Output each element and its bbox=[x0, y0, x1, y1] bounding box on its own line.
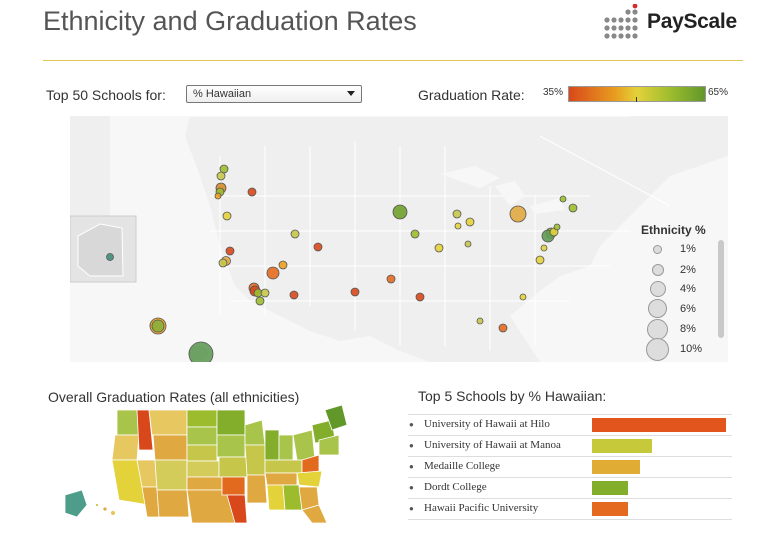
page-title: Ethnicity and Graduation Rates bbox=[43, 6, 417, 36]
school-bar[interactable] bbox=[592, 439, 652, 453]
school-bar[interactable] bbox=[592, 460, 640, 474]
school-bubble[interactable] bbox=[247, 187, 257, 197]
state-graduation-choropleth[interactable] bbox=[57, 405, 353, 525]
top5-table: ● University of Hawaii at Hilo ● Univers… bbox=[408, 414, 732, 520]
school-bubble[interactable] bbox=[452, 209, 462, 219]
graduation-min-label: 35% bbox=[543, 87, 564, 98]
top5-title: Top 5 Schools by % Hawaiian: bbox=[418, 388, 607, 404]
table-row[interactable]: ● Medaille College bbox=[408, 456, 732, 477]
row-marker-icon: ● bbox=[409, 441, 414, 450]
table-row[interactable]: ● Hawaii Pacific University bbox=[408, 498, 732, 520]
school-bubble[interactable] bbox=[410, 229, 420, 239]
school-bubble[interactable] bbox=[222, 211, 232, 221]
legend-circle-icon bbox=[647, 319, 668, 340]
ethnicity-legend-item: 2% bbox=[640, 262, 710, 282]
school-bubble[interactable] bbox=[289, 290, 299, 300]
graduation-max-label: 65% bbox=[708, 87, 729, 98]
ethnicity-legend-item: 1% bbox=[640, 241, 710, 261]
filter-label: Top 50 Schools for: bbox=[46, 87, 166, 103]
school-bubble[interactable] bbox=[188, 341, 214, 362]
school-bubble[interactable] bbox=[498, 323, 508, 333]
ethnicity-legend-item: 6% bbox=[640, 299, 710, 320]
school-bubble[interactable] bbox=[535, 255, 545, 265]
school-bubble[interactable] bbox=[454, 222, 462, 230]
school-bubble[interactable] bbox=[151, 319, 165, 333]
legend-label: 10% bbox=[680, 343, 703, 355]
school-name: Medaille College bbox=[424, 460, 501, 472]
overall-map-title: Overall Graduation Rates (all ethnicitie… bbox=[48, 389, 300, 405]
school-bar[interactable] bbox=[592, 481, 628, 495]
table-row[interactable]: ● Dordt College bbox=[408, 477, 732, 498]
payscale-dots-logo bbox=[604, 4, 638, 39]
school-bubble[interactable] bbox=[464, 240, 472, 248]
school-bubble[interactable] bbox=[216, 171, 226, 181]
ethnicity-legend-item: 10% bbox=[640, 338, 710, 361]
legend-label: 2% bbox=[680, 264, 696, 276]
school-name: Dordt College bbox=[424, 481, 487, 493]
school-bubble[interactable] bbox=[415, 292, 425, 302]
legend-circle-icon bbox=[648, 299, 667, 318]
header-divider bbox=[43, 60, 743, 61]
school-bubble[interactable] bbox=[434, 243, 444, 253]
school-bubble[interactable] bbox=[225, 246, 235, 256]
graduation-scale-marker bbox=[636, 97, 637, 102]
payscale-logo-text: PayScale bbox=[647, 10, 737, 33]
school-bubble[interactable] bbox=[313, 242, 323, 252]
row-marker-icon: ● bbox=[409, 462, 414, 471]
school-bubble[interactable] bbox=[350, 287, 360, 297]
schools-bubble-map[interactable] bbox=[70, 116, 728, 362]
school-name: University of Hawaii at Manoa bbox=[424, 439, 561, 451]
school-bar[interactable] bbox=[592, 418, 726, 432]
legend-label: 6% bbox=[680, 303, 696, 315]
legend-label: 1% bbox=[680, 243, 696, 255]
legend-circle-icon bbox=[650, 281, 666, 297]
legend-circle-icon bbox=[652, 264, 664, 276]
legend-label: 4% bbox=[680, 283, 696, 295]
school-bubble[interactable] bbox=[386, 274, 396, 284]
school-name: University of Hawaii at Hilo bbox=[424, 418, 550, 430]
ethnicity-legend-item: 4% bbox=[640, 281, 710, 301]
legend-label: 8% bbox=[680, 323, 696, 335]
school-bubble[interactable] bbox=[106, 253, 114, 261]
ethnicity-legend-title: Ethnicity % bbox=[641, 223, 706, 237]
school-bubble[interactable] bbox=[260, 288, 270, 298]
map-bubbles[interactable] bbox=[106, 164, 578, 362]
school-bubble[interactable] bbox=[476, 317, 484, 325]
ethnicity-select[interactable]: % Hawaiian bbox=[186, 85, 362, 103]
table-row[interactable]: ● University of Hawaii at Manoa bbox=[408, 435, 732, 456]
ethnicity-legend-item: 8% bbox=[640, 319, 710, 340]
school-bubble[interactable] bbox=[266, 266, 280, 280]
school-bubble[interactable] bbox=[290, 229, 300, 239]
school-bubble[interactable] bbox=[218, 258, 228, 268]
school-bubble[interactable] bbox=[568, 203, 578, 213]
row-marker-icon: ● bbox=[409, 483, 414, 492]
school-bubble[interactable] bbox=[278, 260, 288, 270]
chevron-down-icon bbox=[347, 91, 355, 96]
row-marker-icon: ● bbox=[409, 504, 414, 513]
school-bubble[interactable] bbox=[519, 293, 527, 301]
school-bubble[interactable] bbox=[553, 223, 561, 231]
school-bar[interactable] bbox=[592, 502, 628, 516]
graduation-color-scale bbox=[568, 86, 706, 102]
row-marker-icon: ● bbox=[409, 420, 414, 429]
school-bubble[interactable] bbox=[392, 204, 408, 220]
legend-circle-icon bbox=[646, 338, 669, 361]
graduation-rate-label: Graduation Rate: bbox=[418, 87, 525, 103]
school-bubble[interactable] bbox=[559, 195, 567, 203]
ethnicity-select-value: % Hawaiian bbox=[193, 88, 252, 100]
school-name: Hawaii Pacific University bbox=[424, 502, 539, 514]
school-bubble[interactable] bbox=[214, 192, 222, 200]
table-row[interactable]: ● University of Hawaii at Hilo bbox=[408, 414, 732, 435]
legend-scrollbar[interactable] bbox=[718, 240, 724, 338]
school-bubble[interactable] bbox=[509, 205, 527, 223]
school-bubble[interactable] bbox=[465, 217, 475, 227]
school-bubble[interactable] bbox=[540, 244, 548, 252]
legend-circle-icon bbox=[653, 245, 662, 254]
school-bubble[interactable] bbox=[255, 296, 265, 306]
